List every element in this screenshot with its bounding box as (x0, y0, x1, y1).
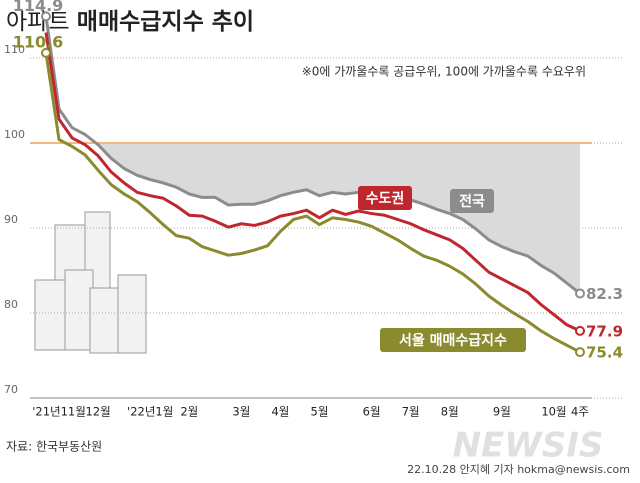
x-tick-label: 2월 (180, 405, 198, 419)
legend-label: 수도권 (366, 191, 405, 207)
x-tick-label: '22년1월 (127, 405, 173, 419)
y-tick-label: 70 (4, 383, 18, 396)
start-point (41, 47, 51, 58)
line (44, 32, 581, 333)
x-tick-label: 6월 (363, 405, 381, 419)
credit: 22.10.28 안지혜 기자 hokma@newsis.com (407, 463, 630, 476)
x-tick-label: 5월 (311, 405, 329, 419)
chart-title: 아파트 매매수급지수 추이 (6, 9, 254, 35)
y-tick-label: 80 (4, 298, 18, 311)
legend-label: 서울 매매수급지수 (399, 332, 507, 349)
x-tick-label: 7월 (402, 405, 420, 419)
end-point (575, 325, 585, 336)
source: 자료: 한국부동산원 (6, 440, 102, 454)
x-tick-label: 10월 (541, 405, 566, 419)
x-tick-label: 3월 (232, 405, 250, 419)
x-tick-label: 4월 (271, 405, 289, 419)
buildings (34, 211, 147, 354)
value-label: 114.9 (13, 0, 64, 15)
y-tick-label: 100 (4, 128, 25, 141)
value-label: 82.3 (586, 285, 623, 303)
value-label: 110.6 (13, 32, 64, 51)
line (44, 52, 581, 354)
legend-label: 전국 (459, 193, 485, 210)
x-tick-label: 9월 (493, 405, 511, 419)
end-point (575, 288, 585, 299)
legend-box (358, 186, 412, 210)
watermark: NEWSIS (453, 426, 604, 466)
legend-box (450, 189, 494, 213)
area (97, 144, 580, 294)
legend-box (380, 328, 526, 352)
line (44, 16, 581, 295)
y-tick-label: 110 (4, 43, 25, 56)
x-tick-label: 8월 (441, 405, 459, 419)
start-point (41, 11, 51, 22)
y-tick-label: 90 (4, 213, 18, 226)
end-point (575, 347, 585, 358)
value-label: 77.9 (586, 322, 623, 340)
x-tick-label: 12월 (85, 405, 110, 419)
note: ※0에 가까울수록 공급우위, 100에 가까울수록 수요우위 (302, 65, 586, 79)
x-tick-label: '21년11월 (32, 405, 86, 419)
x-tick-label: 4주 (571, 405, 589, 419)
value-label: 75.4 (586, 344, 623, 362)
